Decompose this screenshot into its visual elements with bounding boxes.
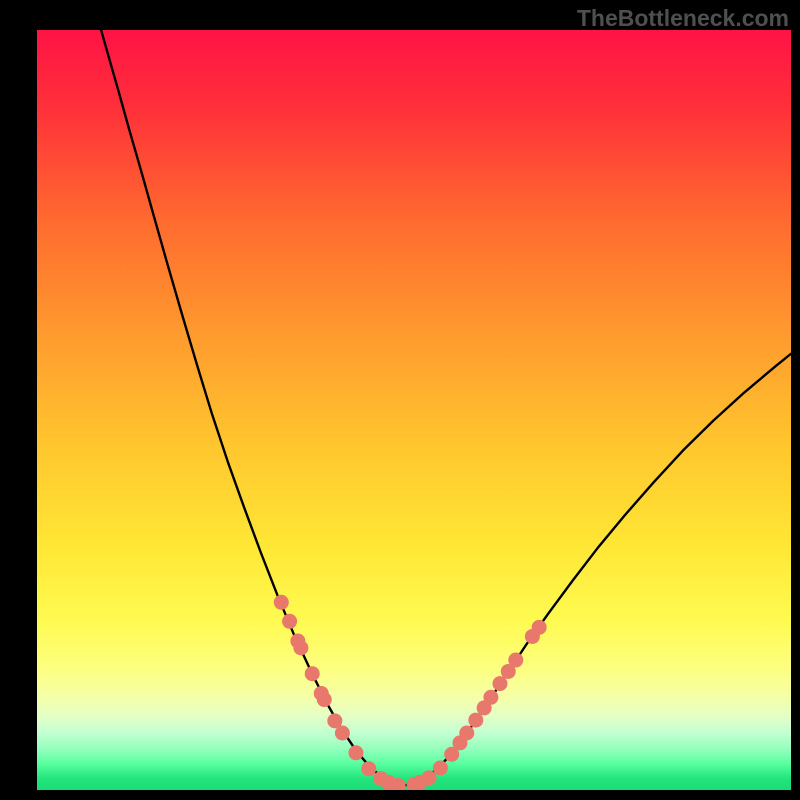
data-dot bbox=[335, 726, 350, 741]
data-dot bbox=[492, 676, 507, 691]
data-dot bbox=[305, 666, 320, 681]
data-dot bbox=[282, 614, 297, 629]
data-dot bbox=[459, 726, 474, 741]
data-dot bbox=[483, 690, 498, 705]
data-dot bbox=[508, 653, 523, 668]
data-dot bbox=[532, 620, 547, 635]
chart-container: TheBottleneck.com bbox=[0, 0, 800, 800]
bottleneck-curve bbox=[101, 30, 791, 785]
data-dot bbox=[422, 770, 437, 785]
data-dot bbox=[361, 761, 376, 776]
chart-svg bbox=[37, 30, 791, 790]
plot-area bbox=[37, 30, 791, 790]
data-dot bbox=[317, 692, 332, 707]
data-dot bbox=[293, 640, 308, 655]
watermark-text: TheBottleneck.com bbox=[577, 5, 789, 32]
data-dot bbox=[433, 760, 448, 775]
data-dot bbox=[274, 595, 289, 610]
data-dot bbox=[348, 745, 363, 760]
data-dot bbox=[468, 713, 483, 728]
